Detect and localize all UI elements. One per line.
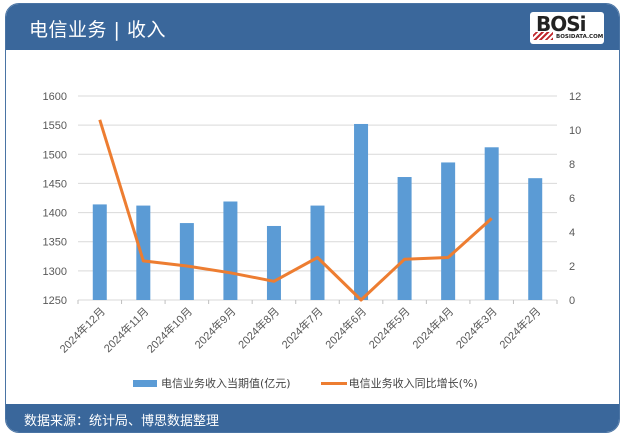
legend-item-bar: 电信业务收入当期值(亿元)	[133, 375, 291, 391]
legend-item-line: 电信业务收入同比增长(%)	[320, 375, 478, 391]
left-tick-label: 1400	[43, 208, 67, 220]
right-axis: 0 2 4 6 8 10 12	[569, 91, 581, 307]
x-tick-label: 2024年4月	[409, 304, 456, 351]
legend-bar-label: 电信业务收入当期值(亿元)	[161, 377, 291, 390]
x-tick-label: 2024年5月	[366, 304, 413, 351]
line-swatch-icon	[320, 381, 347, 385]
legend: 电信业务收入当期值(亿元) 电信业务收入同比增长(%)	[133, 375, 508, 391]
bar	[136, 205, 151, 300]
page-title: 电信业务 | 收入	[29, 19, 166, 41]
x-tick-label: 2024年7月	[279, 304, 326, 351]
legend-line-label: 电信业务收入同比增长(%)	[348, 377, 478, 390]
x-axis: 2024年12月2024年11月2024年10月2024年9月2024年8月20…	[56, 300, 558, 356]
x-tick-label: 2024年9月	[191, 304, 238, 351]
line-series	[98, 119, 493, 302]
left-tick-label: 1250	[43, 295, 67, 307]
bar	[397, 177, 412, 300]
logo-subtext: BOSIDATA.COM	[556, 34, 604, 40]
bar-swatch-icon	[133, 379, 157, 387]
x-tick-label: 2024年12月	[56, 304, 107, 355]
left-tick-label: 1350	[43, 237, 67, 249]
right-tick-label: 10	[569, 125, 581, 137]
right-tick-label: 12	[569, 91, 581, 103]
right-tick-label: 0	[569, 295, 575, 307]
footer-bar: 数据来源：统计局、博思数据整理	[6, 404, 619, 432]
right-tick-label: 6	[569, 193, 575, 205]
x-tick-label: 2024年6月	[322, 304, 369, 351]
bar	[266, 225, 281, 300]
left-axis: 1250 1300 1350 1400 1450 1500 1550 1600	[43, 91, 67, 307]
left-tick-label: 1300	[43, 266, 67, 278]
bar	[179, 223, 194, 300]
left-tick-label: 1600	[43, 91, 67, 103]
bar	[528, 178, 543, 300]
logo-text: BOSi	[536, 12, 587, 36]
bar	[354, 123, 369, 300]
x-tick-label: 2024年10月	[144, 304, 195, 355]
bar	[484, 147, 499, 300]
right-tick-label: 8	[569, 159, 575, 171]
chart-card: 电信业务 | 收入 BOSi BOSIDATA.COM 数据来源：统计局、博思数…	[5, 3, 620, 433]
bar-series	[92, 123, 543, 300]
right-tick-label: 4	[569, 227, 575, 239]
x-tick-label: 2024年8月	[235, 304, 282, 351]
x-tick-label: 2024年2月	[496, 304, 543, 351]
bar	[310, 205, 325, 300]
growth-line	[98, 119, 493, 302]
bar	[441, 162, 456, 300]
right-tick-label: 2	[569, 261, 575, 273]
logo-stripe-icon	[533, 32, 553, 40]
data-source: 数据来源：统计局、博思数据整理	[24, 414, 220, 429]
left-tick-label: 1500	[43, 149, 67, 161]
x-tick-label: 2024年3月	[453, 304, 500, 351]
bar	[223, 201, 238, 300]
header-bar: 电信业务 | 收入 BOSi BOSIDATA.COM	[6, 4, 619, 50]
bosi-logo: BOSi BOSIDATA.COM	[530, 12, 604, 44]
left-tick-label: 1550	[43, 120, 67, 132]
x-tick-label: 2024年11月	[101, 304, 152, 355]
bar	[92, 204, 107, 300]
left-tick-label: 1450	[43, 178, 67, 190]
